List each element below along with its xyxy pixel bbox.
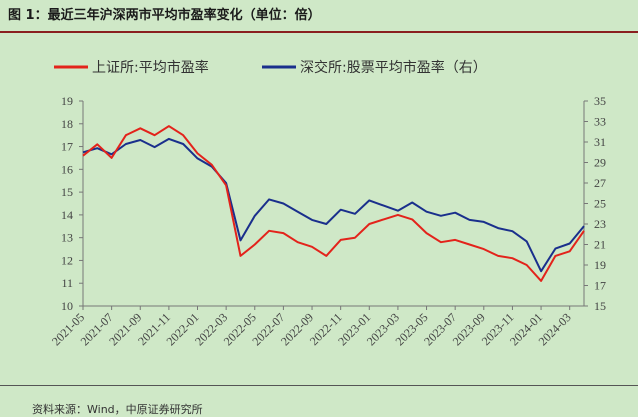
x-tick-label: 2024-03 <box>536 310 574 348</box>
y-right-tick-label: 23 <box>594 217 606 231</box>
figure-title: 图 1：最近三年沪深两市平均市盈率变化（单位：倍） <box>8 8 321 23</box>
y-right-tick-label: 29 <box>594 156 606 170</box>
x-axis: 2021-052021-072021-092021-112022-012022-… <box>49 305 584 348</box>
y-left-tick-label: 17 <box>61 140 73 154</box>
y-right-tick-label: 21 <box>594 238 606 252</box>
chart-legend: 上证所:平均市盈率 深交所:股票平均市盈率（右） <box>54 59 487 76</box>
series-layer <box>82 125 585 282</box>
y-right-tick-label: 33 <box>594 115 606 129</box>
y-right-tick-label: 19 <box>594 258 606 272</box>
y-left-tick-label: 14 <box>61 208 73 222</box>
y-left-tick-label: 19 <box>61 94 73 108</box>
series-line-shanghai <box>82 125 585 282</box>
y-left-tick-label: 13 <box>61 231 73 245</box>
y-left-tick-label: 12 <box>61 253 73 267</box>
y-right-tick-label: 25 <box>594 197 606 211</box>
y-right-tick-label: 17 <box>594 279 606 293</box>
y-right-tick-label: 27 <box>594 176 606 190</box>
y-left-tick-label: 18 <box>61 117 73 131</box>
y-left-tick-label: 15 <box>61 185 73 199</box>
y-right-tick-label: 15 <box>594 299 606 313</box>
y-right-tick-label: 35 <box>594 94 606 108</box>
series-line-shenzhen <box>82 137 585 273</box>
title-rule <box>0 31 638 33</box>
y-axis-right: 15 17 19 21 23 25 27 29 31 33 35 <box>583 94 606 313</box>
y-left-tick-label: 11 <box>61 276 73 290</box>
y-axis-left: 10 11 12 13 14 15 16 17 18 19 <box>61 94 84 313</box>
y-left-tick-label: 10 <box>61 299 73 313</box>
y-right-tick-label: 31 <box>594 135 606 149</box>
source-note: 资料来源：Wind，中原证券研究所 <box>32 403 203 416</box>
y-left-tick-label: 16 <box>61 162 73 176</box>
footer-rule <box>0 385 638 386</box>
legend-label: 深交所:股票平均市盈率（右） <box>300 59 487 76</box>
legend-label: 上证所:平均市盈率 <box>92 59 209 76</box>
